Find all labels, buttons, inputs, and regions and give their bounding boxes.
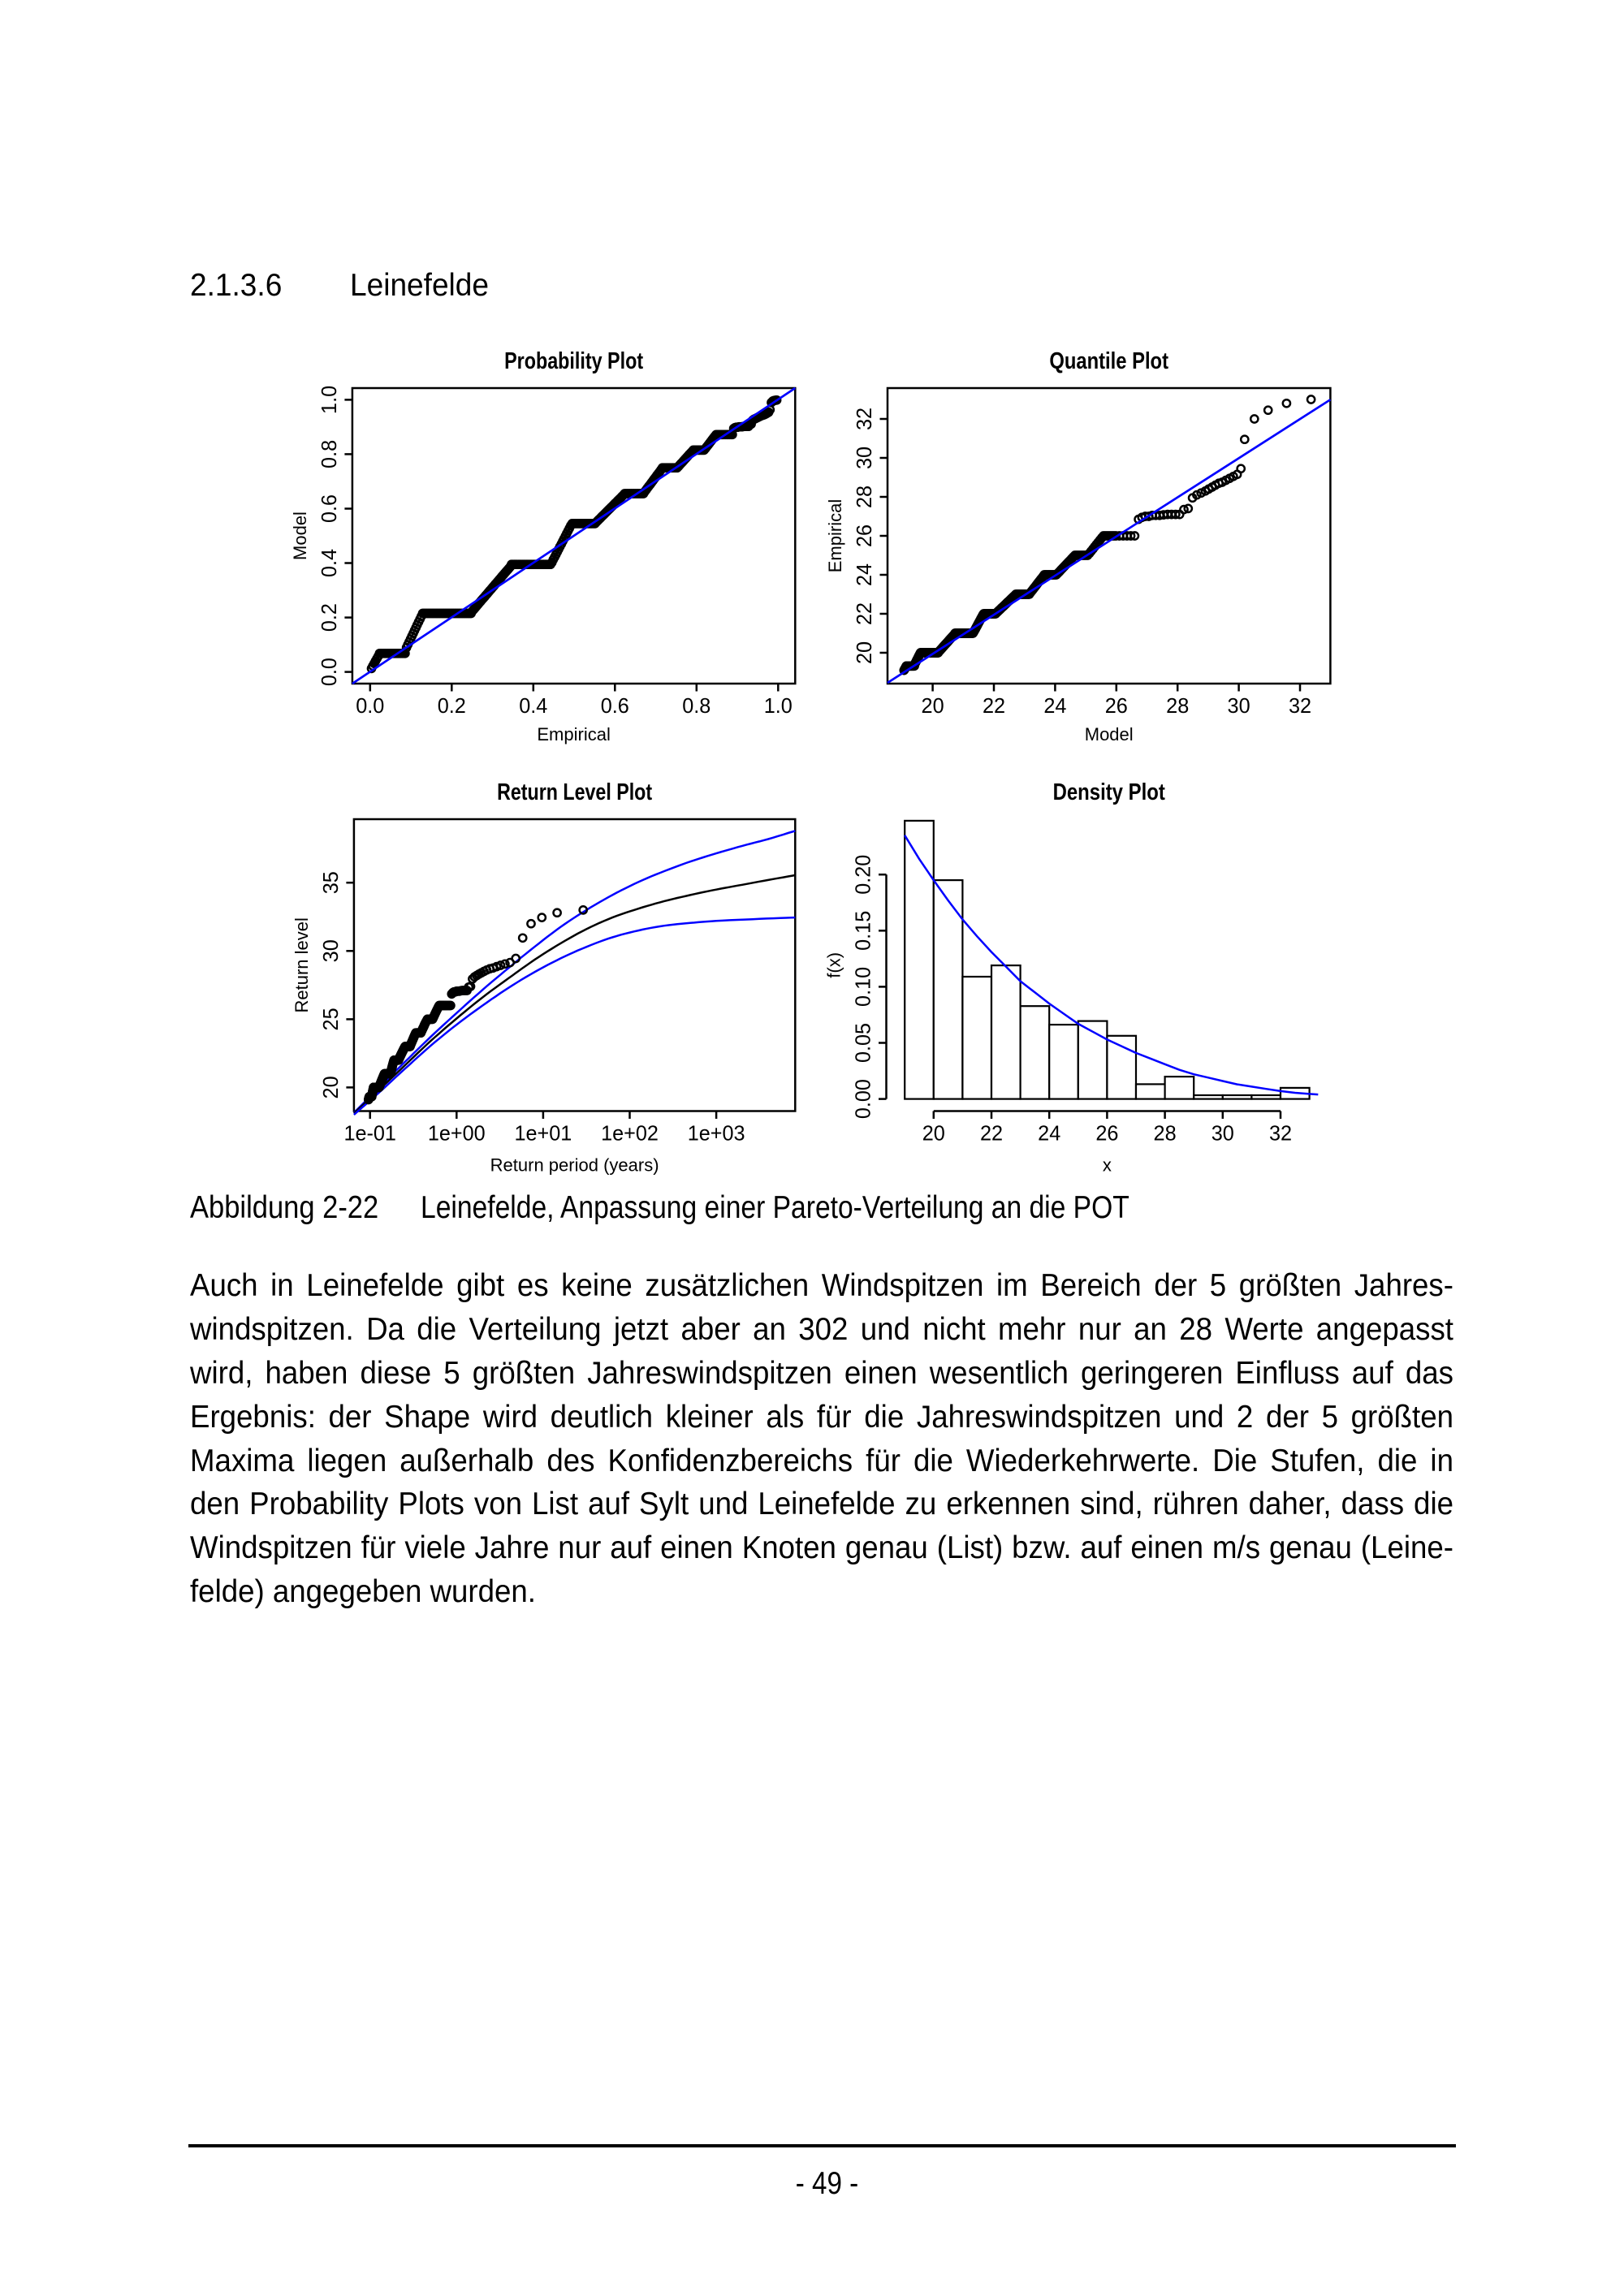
svg-text:26: 26 [1095,1121,1118,1146]
svg-text:32: 32 [1269,1121,1292,1146]
svg-text:0.8: 0.8 [682,693,710,718]
svg-text:20: 20 [922,1121,945,1146]
svg-text:24: 24 [1043,693,1066,718]
svg-text:0.0: 0.0 [317,658,341,686]
svg-text:0.0: 0.0 [356,693,384,718]
svg-text:1e+00: 1e+00 [428,1121,486,1146]
svg-text:22: 22 [983,693,1005,718]
svg-text:1e+03: 1e+03 [688,1121,745,1146]
svg-text:28: 28 [1154,1121,1177,1146]
svg-text:0.6: 0.6 [601,693,629,718]
svg-text:x: x [1103,1155,1112,1176]
svg-text:Density Plot: Density Plot [1053,779,1165,805]
svg-text:22: 22 [980,1121,1003,1146]
svg-text:30: 30 [318,939,343,962]
svg-text:Return Level Plot: Return Level Plot [497,779,652,805]
svg-text:0.10: 0.10 [851,967,875,1007]
svg-text:0.8: 0.8 [317,440,341,468]
svg-text:Probability Plot: Probability Plot [504,348,643,374]
svg-text:28: 28 [1166,693,1189,718]
svg-text:30: 30 [1212,1121,1234,1146]
svg-text:30: 30 [852,447,876,469]
svg-text:0.15: 0.15 [851,911,875,951]
svg-text:0.20: 0.20 [851,855,875,895]
svg-text:0.4: 0.4 [519,693,547,718]
svg-text:24: 24 [1038,1121,1060,1146]
svg-text:28: 28 [852,486,876,508]
svg-text:26: 26 [852,524,876,547]
svg-text:f(x): f(x) [824,952,844,978]
svg-text:Return level: Return level [292,917,312,1012]
svg-text:Model: Model [1085,724,1134,744]
svg-text:25: 25 [318,1008,343,1030]
svg-text:24: 24 [852,563,876,586]
svg-text:0.2: 0.2 [438,693,466,718]
svg-text:1.0: 1.0 [317,386,341,414]
svg-text:1.0: 1.0 [764,693,793,718]
svg-text:Quantile Plot: Quantile Plot [1049,348,1168,374]
svg-text:0.6: 0.6 [317,494,341,523]
svg-text:0.2: 0.2 [317,603,341,632]
svg-text:30: 30 [1228,693,1250,718]
svg-text:1e+01: 1e+01 [515,1121,572,1146]
svg-text:20: 20 [318,1076,343,1098]
svg-text:32: 32 [1289,693,1311,718]
svg-text:Model: Model [290,511,310,560]
svg-text:20: 20 [922,693,944,718]
svg-text:35: 35 [318,871,343,894]
svg-text:Return period (years): Return period (years) [490,1155,659,1176]
svg-text:Empirical: Empirical [537,724,611,744]
svg-text:0.05: 0.05 [851,1023,875,1063]
svg-text:0.4: 0.4 [317,549,341,577]
svg-text:Empirical: Empirical [825,499,845,573]
svg-text:0.00: 0.00 [851,1079,875,1119]
svg-text:1e+02: 1e+02 [601,1121,659,1146]
svg-text:32: 32 [852,408,876,430]
svg-text:20: 20 [852,641,876,664]
svg-text:26: 26 [1105,693,1128,718]
svg-text:1e-01: 1e-01 [343,1121,396,1146]
svg-text:22: 22 [852,602,876,625]
